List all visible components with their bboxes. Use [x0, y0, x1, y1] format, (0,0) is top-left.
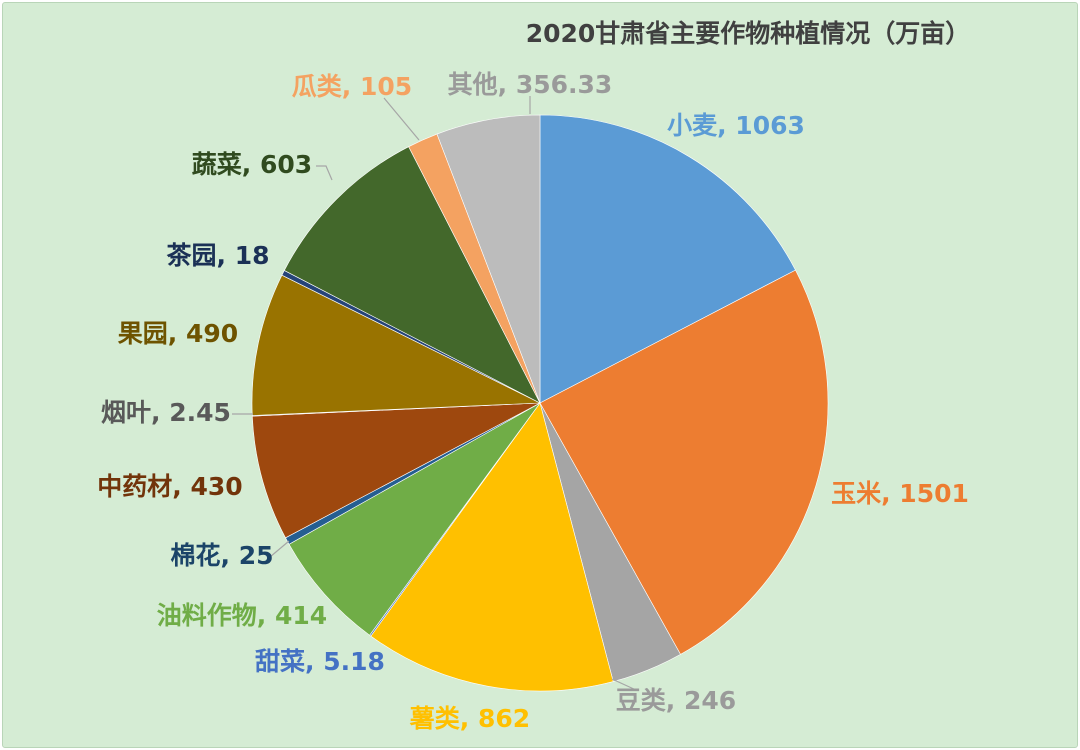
pie-slice-7: [251, 402, 541, 539]
data-label-11: 蔬菜, 603: [192, 150, 312, 179]
chart-title: 2020甘肃省主要作物种植情况（万亩）: [525, 19, 971, 48]
pie-slice-9: [251, 274, 541, 416]
pie-slice-11: [283, 146, 541, 404]
data-label-10: 茶园, 18: [167, 241, 270, 270]
data-label-12: 瓜类, 105: [292, 72, 412, 101]
data-label-6: 棉花, 25: [171, 541, 274, 570]
pie-slice-3: [370, 402, 614, 692]
data-label-1: 玉米, 1501: [831, 479, 969, 508]
data-label-13: 其他, 356.33: [448, 70, 613, 99]
data-label-4: 甜菜, 5.18: [255, 647, 385, 676]
leader-line-12: [383, 97, 420, 141]
leader-lines: [232, 96, 637, 691]
pie-slices: [251, 114, 829, 692]
data-label-7: 中药材, 430: [97, 472, 242, 501]
data-label-9: 果园, 490: [118, 319, 238, 348]
pie-slice-5: [288, 402, 541, 636]
pie-slice-1: [539, 269, 829, 655]
data-label-2: 豆类, 246: [616, 686, 736, 715]
data-label-3: 薯类, 862: [409, 704, 530, 733]
data-label-5: 油料作物, 414: [157, 601, 327, 630]
data-labels: 小麦, 1063 玉米, 1501 豆类, 246 薯类, 862 甜菜, 5.18 油料…: [97, 70, 969, 733]
leader-line-11: [316, 165, 333, 181]
pie-slice-13: [436, 114, 541, 404]
leader-line-2: [611, 678, 637, 691]
leader-line-6: [269, 540, 290, 558]
data-label-0: 小麦, 1063: [667, 111, 805, 140]
pie-slice-0: [539, 114, 796, 404]
data-label-8: 烟叶, 2.45: [101, 398, 231, 427]
